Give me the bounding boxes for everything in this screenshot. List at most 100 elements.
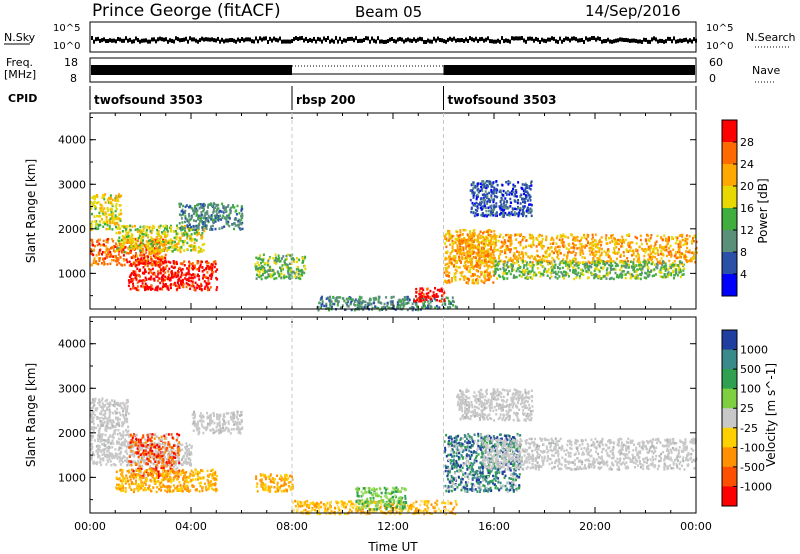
scatter-cell: [148, 267, 150, 271]
scatter-cell: [569, 261, 572, 265]
scatter-cell: [279, 266, 281, 269]
scatter-cell: [585, 244, 588, 248]
scatter-cell: [468, 244, 471, 247]
nsky-sample: [129, 37, 131, 42]
scatter-cell: [221, 226, 224, 229]
scatter-cell: [454, 277, 456, 280]
scatter-cell: [368, 302, 371, 305]
freq-label: Freq.: [6, 56, 33, 69]
scatter-cell: [217, 203, 220, 207]
scatter-cell: [303, 264, 306, 268]
scatter-cell: [690, 259, 693, 262]
scatter-cell: [629, 260, 632, 263]
scatter-cell: [358, 295, 361, 299]
scatter-cell: [184, 225, 186, 228]
scatter-cell: [179, 238, 182, 242]
nsky-sample: [491, 39, 493, 44]
scatter-cell: [456, 247, 459, 250]
scatter-cell: [626, 263, 629, 267]
scatter-cell: [472, 187, 475, 190]
scatter-cell: [209, 228, 212, 231]
scatter-cell: [155, 275, 158, 278]
scatter-cell: [500, 259, 503, 262]
scatter-cell: [198, 223, 201, 227]
scatter-cell: [167, 277, 169, 281]
scatter-cell: [184, 209, 187, 213]
scatter-cell: [112, 436, 115, 439]
scatter-cell: [350, 308, 353, 312]
scatter-cell: [199, 205, 202, 209]
scatter-cell: [210, 218, 213, 221]
scatter-cell: [109, 213, 112, 216]
scatter-cell: [155, 236, 158, 239]
scatter-cell: [209, 286, 212, 289]
scatter-cell: [211, 204, 214, 208]
scatter-cell: [500, 211, 503, 215]
scatter-cell: [138, 269, 141, 272]
scatter-cell: [481, 213, 484, 217]
nsky-sample: [153, 37, 155, 42]
scatter-cell: [490, 204, 493, 207]
scatter-cell: [627, 241, 630, 245]
scatter-cell: [495, 180, 498, 183]
scatter-cell: [556, 273, 559, 276]
scatter-cell: [280, 257, 283, 260]
scatter-cell: [592, 240, 595, 244]
scatter-cell: [161, 260, 164, 264]
scatter-cell: [211, 224, 214, 228]
scatter-cell: [374, 305, 377, 309]
nsky-sample: [663, 39, 665, 44]
scatter-cell: [501, 244, 504, 248]
scatter-cell: [151, 251, 154, 254]
nsky-sample: [649, 39, 651, 44]
scatter-cell: [124, 417, 127, 421]
scatter-cell: [440, 287, 443, 290]
scatter-cell: [378, 308, 381, 312]
scatter-cell: [594, 243, 597, 246]
scatter-cell: [144, 268, 146, 271]
scatter-cell: [447, 229, 449, 233]
scatter-cell: [528, 196, 531, 200]
scatter-cell: [630, 274, 633, 278]
scatter-cell: [597, 243, 600, 246]
nsky-sample: [355, 36, 357, 41]
scatter-cell: [165, 285, 168, 288]
freq-tick-bottom: 8: [70, 72, 77, 85]
scatter-cell: [162, 277, 165, 280]
scatter-cell: [303, 256, 306, 260]
scatter-cell: [663, 245, 666, 249]
scatter-cell: [541, 261, 543, 264]
scatter-cell: [622, 270, 625, 273]
scatter-cell: [610, 260, 613, 263]
scatter-cell: [379, 301, 382, 304]
scatter-cell: [391, 300, 394, 303]
nsky-sample: [641, 39, 643, 44]
scatter-cell: [130, 277, 133, 281]
scatter-cell: [623, 264, 626, 268]
scatter-cell: [162, 282, 165, 286]
scatter-cell: [127, 279, 130, 282]
scatter-cell: [646, 242, 648, 246]
scatter-cell: [515, 258, 518, 262]
scatter-cell: [486, 230, 489, 234]
scatter-cell: [580, 238, 583, 242]
scatter-cell: [126, 407, 129, 410]
scatter-cell: [123, 403, 126, 406]
scatter-cell: [171, 241, 174, 244]
scatter-cell: [199, 203, 202, 206]
scatter-cell: [148, 248, 151, 252]
scatter-cell: [95, 223, 98, 226]
scatter-cell: [607, 260, 610, 263]
scatter-cell: [483, 273, 486, 276]
scatter-cell: [198, 232, 200, 235]
scatter-cell: [465, 241, 468, 245]
scatter-cell: [448, 234, 451, 237]
scatter-cell: [149, 270, 152, 273]
scatter-cell: [197, 216, 200, 219]
scatter-cell: [339, 296, 342, 299]
scatter-cell: [515, 212, 518, 215]
scatter-cell: [567, 242, 570, 246]
nsky-sample: [369, 39, 371, 44]
scatter-cell: [406, 308, 409, 312]
scatter-cell: [559, 267, 561, 270]
